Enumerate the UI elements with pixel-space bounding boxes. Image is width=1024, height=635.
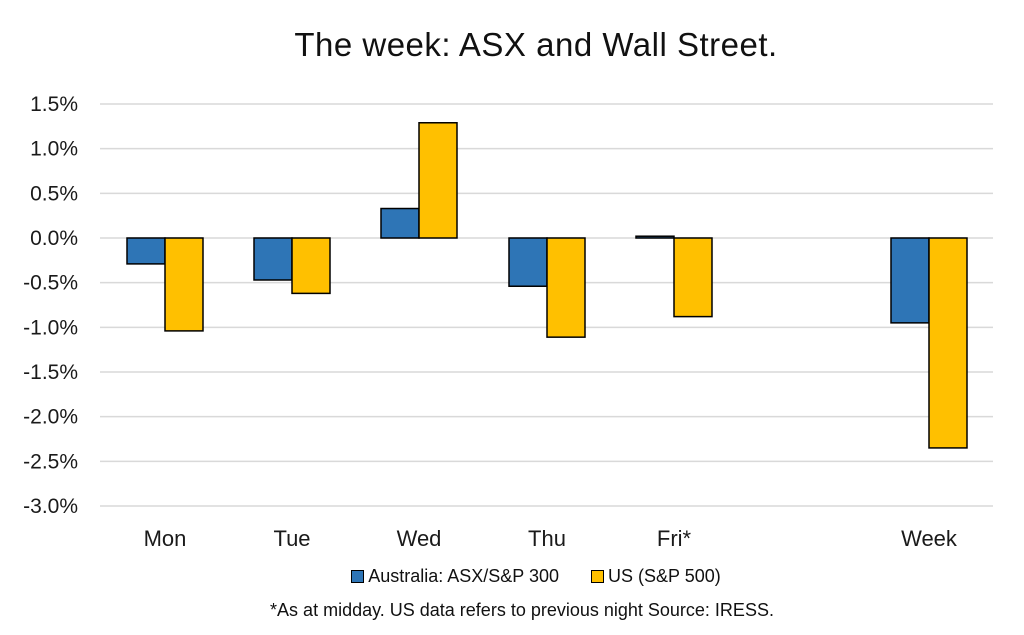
bar-australia-wed [380, 207, 420, 239]
x-tick-label: Thu [528, 526, 566, 551]
x-tick-label: Tue [273, 526, 310, 551]
y-tick-label: -2.5% [23, 450, 78, 473]
y-tick-label: -2.0% [23, 406, 78, 429]
bar-chart: 1.5% 1.0% 0.5% 0.0% -0.5% -1.0% -1.5% -2.0% -2.5… [23, 93, 993, 551]
legend-swatch-australia [351, 570, 365, 583]
bar-us-fri [673, 237, 713, 318]
x-tick-label: Mon [144, 526, 187, 551]
chart-legend: Australia: ASX/S&P 300 US (S&P 500) [0, 566, 1024, 587]
bar-australia-thu [508, 237, 548, 287]
y-tick-label: 1.5% [30, 93, 78, 116]
legend-label-australia: Australia: ASX/S&P 300 [368, 566, 560, 586]
chart-footnote: *As at midday. US data refers to previou… [270, 600, 774, 620]
y-tick-label: -0.5% [23, 272, 78, 295]
bar-australia-mon [126, 237, 166, 265]
chart-title: The week: ASX and Wall Street. [294, 26, 778, 63]
y-tick-label: 0.5% [30, 182, 78, 205]
bar-us-week [928, 237, 968, 449]
bar-us-tue [291, 237, 331, 295]
y-tick-label: 1.0% [30, 138, 78, 161]
y-tick-label: -1.0% [23, 316, 78, 339]
legend-label-us: US (S&P 500) [608, 566, 721, 586]
legend-item-us: US (S&P 500) [591, 566, 721, 587]
y-tick-label: -3.0% [23, 495, 78, 518]
bar-australia-week [890, 237, 930, 324]
x-tick-label: Week [901, 526, 958, 551]
x-tick-label: Fri* [657, 526, 692, 551]
bar-us-wed [418, 122, 458, 239]
y-tick-label: -1.5% [23, 361, 78, 384]
bar-us-mon [164, 237, 204, 332]
y-tick-label: 0.0% [30, 227, 78, 250]
bar-australia-fri [635, 235, 675, 239]
legend-item-australia: Australia: ASX/S&P 300 [351, 566, 559, 587]
bar-us-thu [546, 237, 586, 338]
x-tick-label: Wed [397, 526, 442, 551]
legend-swatch-us [591, 570, 605, 583]
bar-australia-tue [253, 237, 293, 281]
